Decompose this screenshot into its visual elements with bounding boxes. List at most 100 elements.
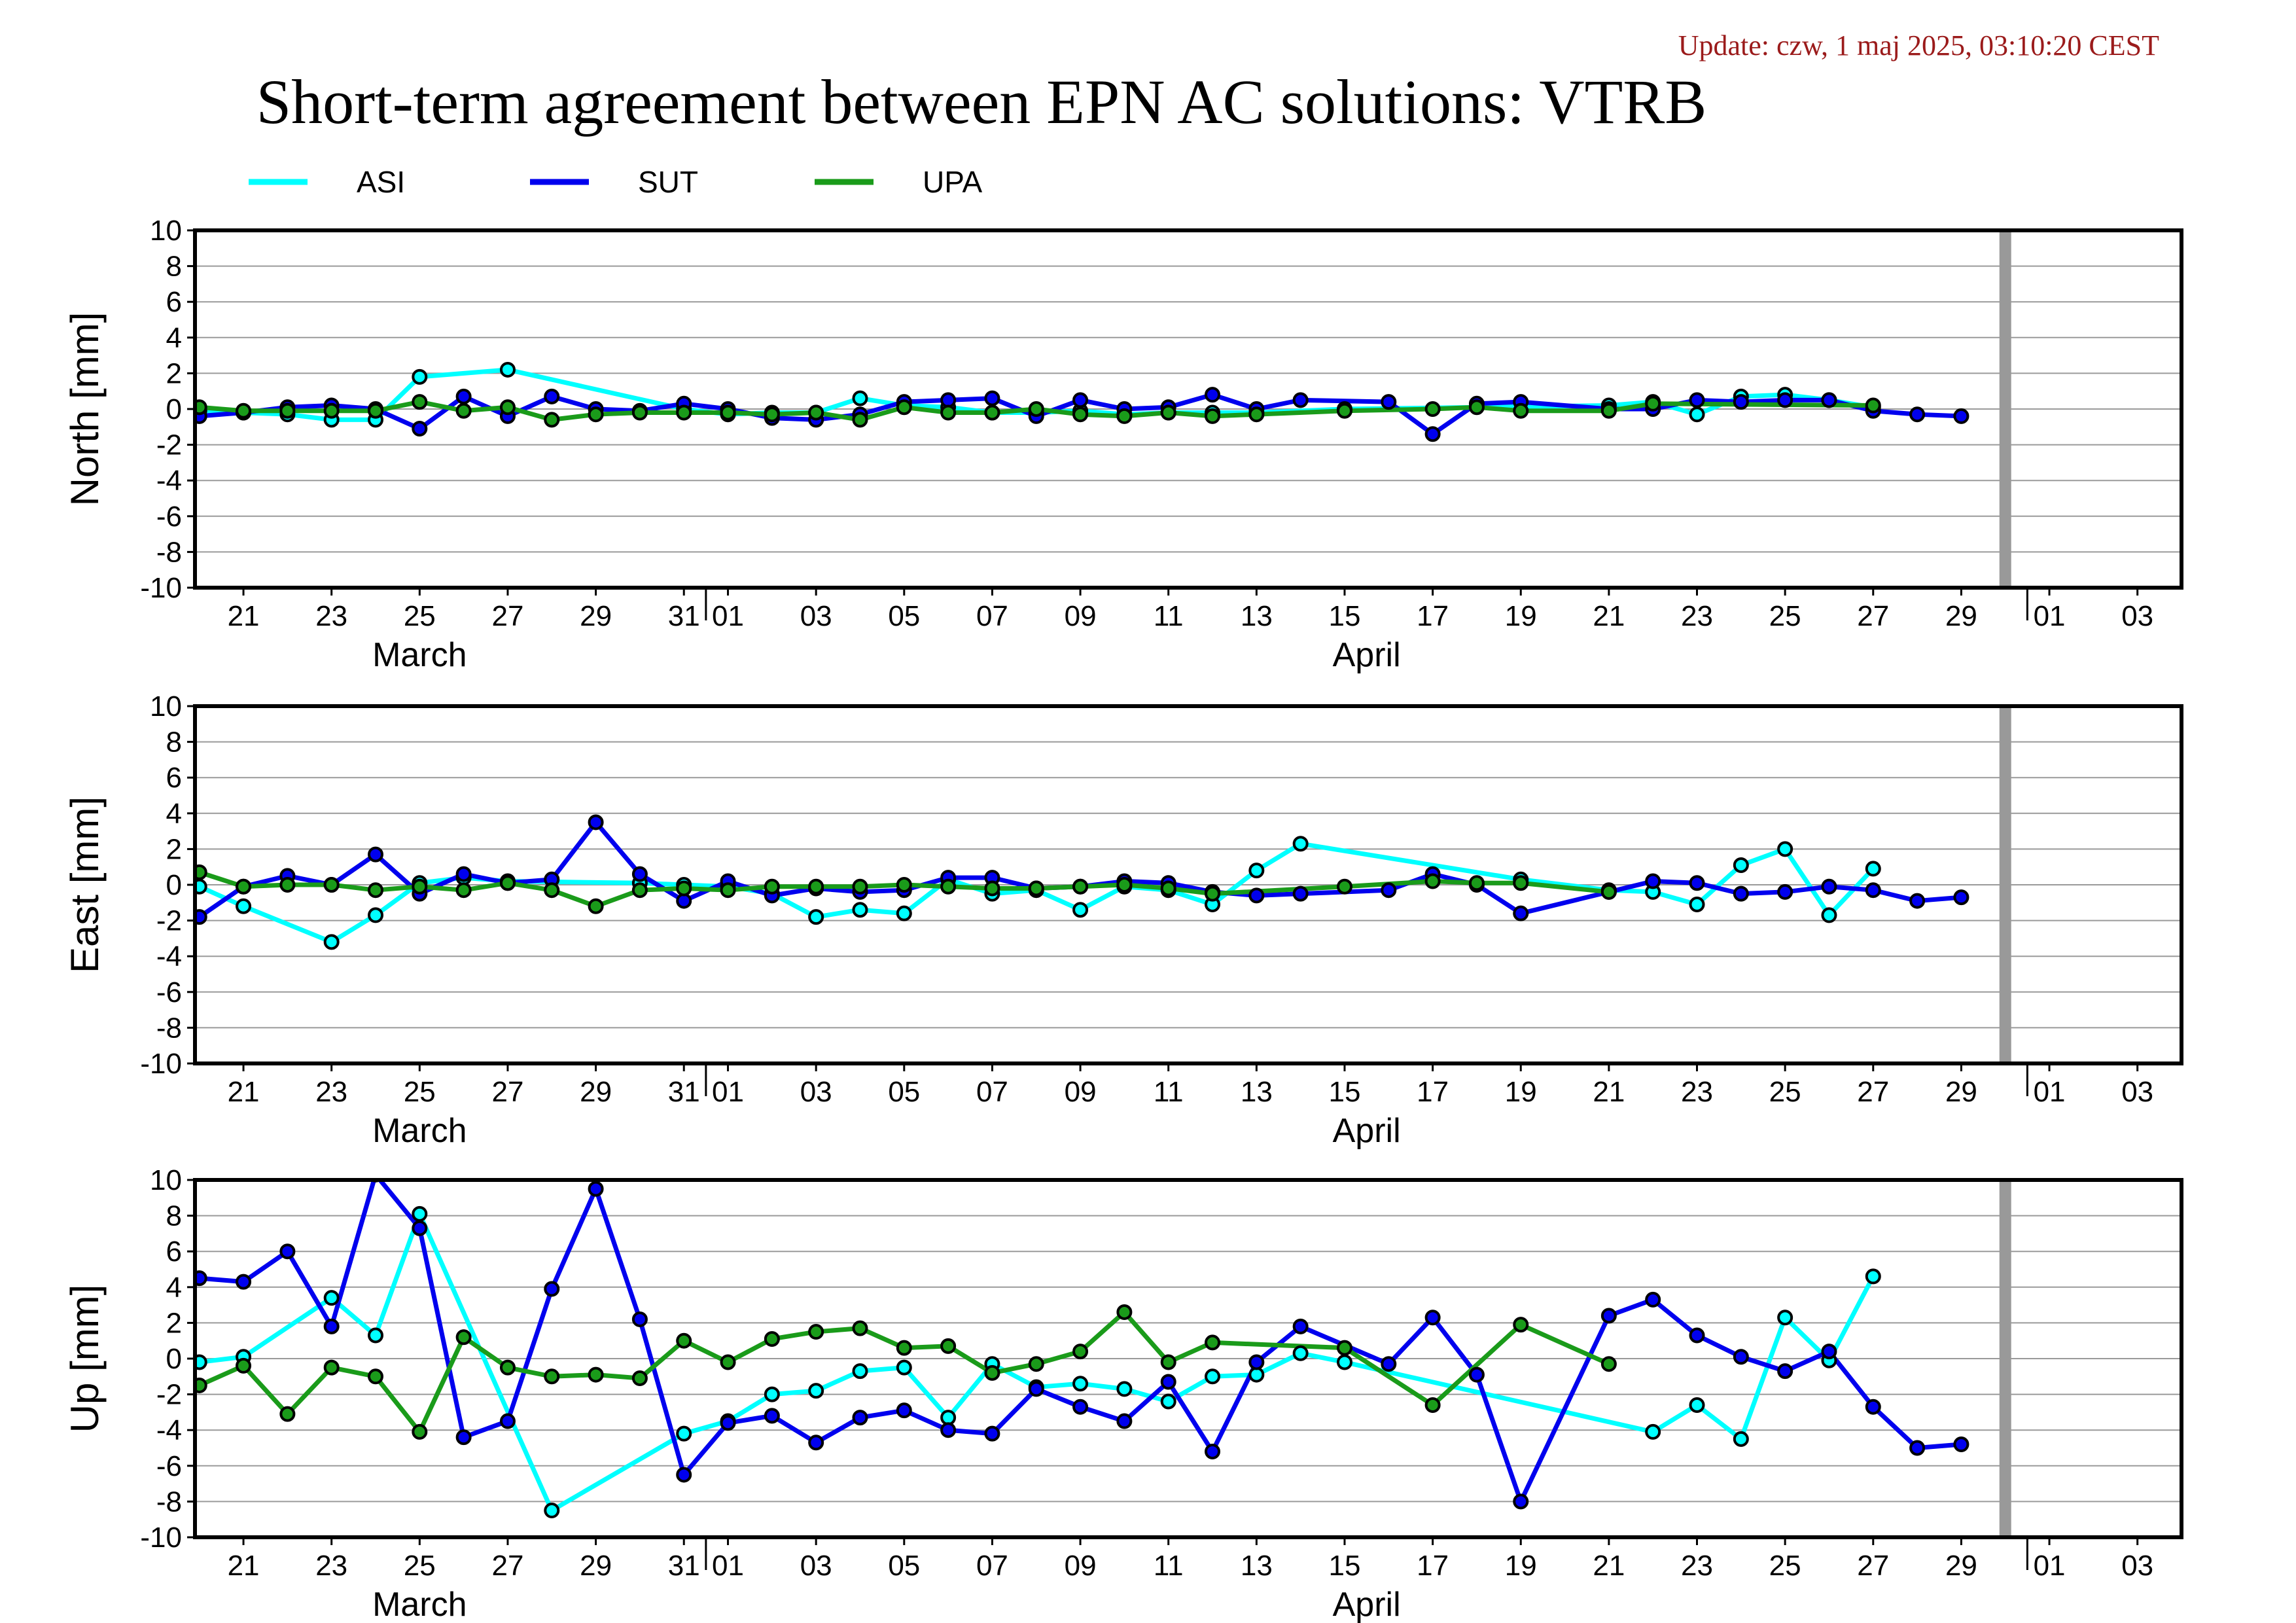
month-label: March xyxy=(372,1586,467,1623)
data-point-upa xyxy=(544,412,560,428)
x-tick-label: 15 xyxy=(1328,1076,1360,1108)
data-point-sut xyxy=(1513,905,1529,921)
x-tick-label: 01 xyxy=(2034,1550,2066,1582)
data-point-sut xyxy=(1292,885,1309,902)
data-point-asi xyxy=(1248,863,1265,879)
data-point-sut xyxy=(896,1402,912,1419)
x-tick-label: 27 xyxy=(1857,1076,1889,1108)
y-tick-label: -2 xyxy=(156,429,182,461)
y-tick-label: 8 xyxy=(166,1200,182,1232)
x-tick-label: 23 xyxy=(315,600,347,632)
x-tick-label: 03 xyxy=(800,600,832,632)
y-tick-label: -6 xyxy=(156,501,182,533)
y-tick-label: -8 xyxy=(156,536,182,568)
y-tick-label: 0 xyxy=(166,1343,182,1375)
data-point-upa xyxy=(720,404,736,421)
x-tick-label: 21 xyxy=(228,1076,260,1108)
data-point-asi xyxy=(1689,1397,1705,1413)
data-point-sut xyxy=(984,390,1000,406)
panel-up: 10 8 6 42 0 -2-4 -6 -8 -10 21 23 25 27 29 31 01 03 05 07 09… xyxy=(63,1164,2183,1623)
data-point-upa xyxy=(499,875,516,891)
data-point-upa xyxy=(1468,399,1485,416)
legend-label-upa: UPA xyxy=(923,165,982,199)
data-point-sut xyxy=(1424,1310,1441,1326)
data-point-sut xyxy=(455,1429,472,1446)
data-point-upa xyxy=(1336,402,1352,419)
y-tick-label: -4 xyxy=(156,940,182,972)
data-point-asi xyxy=(1336,1354,1352,1370)
data-point-upa xyxy=(1468,875,1485,891)
data-point-upa xyxy=(896,877,912,893)
data-point-upa xyxy=(720,1354,736,1370)
y-axis-label: North [mm] xyxy=(63,312,107,507)
data-point-asi xyxy=(1821,907,1837,923)
x-tick-label: 19 xyxy=(1505,1076,1537,1108)
data-point-asi xyxy=(1733,857,1749,873)
data-point-sut xyxy=(984,1425,1000,1442)
data-point-sut xyxy=(1248,1354,1265,1370)
data-point-sut xyxy=(499,1413,516,1429)
panel-east: 10 8 6 42 0 -2-4 -6 -8 -10 21 23 25 27 29 31 01 03 05 07 09… xyxy=(63,690,2183,1150)
data-point-upa xyxy=(236,1357,252,1374)
plot-frame xyxy=(193,704,2183,1065)
y-axis-label: Up [mm] xyxy=(63,1285,107,1433)
data-point-upa xyxy=(808,1324,824,1340)
x-tick-label: 25 xyxy=(404,600,436,632)
data-point-asi xyxy=(1072,902,1089,918)
data-point-sut xyxy=(1909,406,1926,423)
data-point-sut xyxy=(1513,1493,1529,1510)
data-point-upa xyxy=(236,878,252,895)
data-point-sut xyxy=(1689,392,1705,408)
data-point-upa xyxy=(808,878,824,895)
plot-frame xyxy=(193,1178,2183,1539)
data-point-upa xyxy=(499,399,516,416)
data-point-upa xyxy=(1116,1304,1133,1321)
y-tick-label: 10 xyxy=(150,215,182,247)
x-tick-label: 19 xyxy=(1505,1550,1537,1582)
data-point-sut xyxy=(676,893,692,909)
y-tick-label: -6 xyxy=(156,976,182,1008)
data-point-upa xyxy=(896,1340,912,1356)
data-point-sut xyxy=(1821,392,1837,408)
data-point-asi xyxy=(368,1327,383,1344)
data-point-upa xyxy=(588,898,604,914)
data-point-sut xyxy=(1381,882,1397,899)
data-point-asi xyxy=(764,1386,780,1402)
data-point-sut xyxy=(1468,1366,1485,1383)
x-tick-label: 25 xyxy=(1769,600,1801,632)
y-tick-label: 2 xyxy=(166,833,182,865)
data-point-sut xyxy=(1248,887,1265,904)
data-point-upa xyxy=(195,399,207,416)
data-point-upa xyxy=(852,412,868,428)
data-point-upa xyxy=(588,1366,604,1383)
x-tick-label: 29 xyxy=(580,1550,612,1582)
data-point-upa xyxy=(676,1332,692,1349)
y-tick-label: -2 xyxy=(156,905,182,937)
data-point-sut xyxy=(412,1220,428,1236)
data-point-asi xyxy=(1865,1268,1881,1285)
legend: ASI SUT UPA xyxy=(249,165,982,199)
y-tick-label: -10 xyxy=(140,1522,182,1554)
data-point-asi xyxy=(676,1425,692,1442)
month-label: April xyxy=(1333,1112,1401,1150)
data-point-sut xyxy=(195,909,207,925)
data-point-sut xyxy=(1072,1399,1089,1415)
x-tick-label: 25 xyxy=(1769,1550,1801,1582)
x-tick-label: 05 xyxy=(888,600,920,632)
y-tick-label: -4 xyxy=(156,1414,182,1446)
data-point-sut xyxy=(1733,394,1749,410)
data-point-upa xyxy=(368,402,383,419)
x-tick-label: 29 xyxy=(580,1076,612,1108)
data-point-asi xyxy=(1777,1310,1793,1326)
x-tick-label: 29 xyxy=(1945,600,1977,632)
data-point-asi xyxy=(368,907,383,923)
data-point-asi xyxy=(1292,836,1309,852)
data-point-upa xyxy=(279,877,296,893)
data-point-upa xyxy=(368,1368,383,1385)
data-point-upa xyxy=(1160,880,1176,897)
chart-title: Short-term agreement between EPN AC solu… xyxy=(256,67,1707,137)
data-point-sut xyxy=(195,1270,207,1287)
x-tick-label: 13 xyxy=(1241,1550,1273,1582)
y-axis-label: East [mm] xyxy=(63,796,107,973)
y-tick-label: 2 xyxy=(166,1307,182,1339)
